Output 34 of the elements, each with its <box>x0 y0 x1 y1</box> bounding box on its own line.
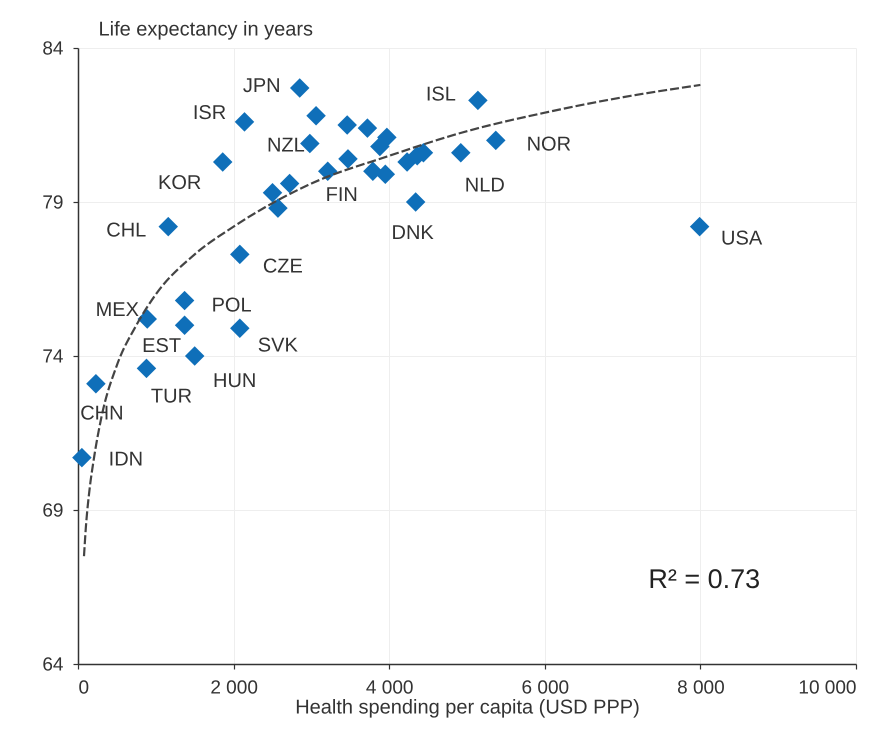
annotation: NLD <box>464 174 505 197</box>
annotation: ISL <box>426 83 456 106</box>
annotation: CZE <box>262 255 303 278</box>
annotation: CHN <box>80 402 124 425</box>
y-tick-label: 84 <box>42 38 64 60</box>
x-axis-title: Health spending per capita (USD PPP) <box>295 696 640 718</box>
x-tick-label: 6 000 <box>522 678 570 698</box>
x-tick-label: 8 000 <box>677 678 725 698</box>
annotation: POL <box>212 294 252 317</box>
y-tick-label: 64 <box>42 654 64 676</box>
annotation: USA <box>721 228 763 250</box>
annotation: SVK <box>258 334 298 356</box>
annotation: ISR <box>192 102 226 124</box>
x-tick-label: 2 000 <box>210 678 258 698</box>
annotation: MEX <box>96 299 139 322</box>
y-tick-label: 74 <box>42 346 64 368</box>
x-tick-label: 4 000 <box>366 678 414 698</box>
x-tick-label: 10 000 <box>798 678 856 698</box>
y-axis-title: Life expectancy in years <box>98 18 314 40</box>
annotation: NZL <box>266 134 305 156</box>
annotation: R² = 0.73 <box>648 564 760 594</box>
annotation: IDN <box>108 448 144 471</box>
y-tick-label: 69 <box>42 500 64 522</box>
annotation: JPN <box>242 75 281 98</box>
annotation: KOR <box>158 172 202 194</box>
annotation: DNK <box>392 222 434 244</box>
annotation: CHL <box>106 220 146 242</box>
annotation: EST <box>142 335 182 358</box>
y-tick-label: 79 <box>42 192 64 214</box>
x-tick-label: 0 <box>78 678 90 698</box>
annotation: TUR <box>150 385 192 408</box>
annotation: FIN <box>326 184 358 206</box>
annotation: NOR <box>526 133 572 156</box>
annotation: HUN <box>213 370 256 392</box>
